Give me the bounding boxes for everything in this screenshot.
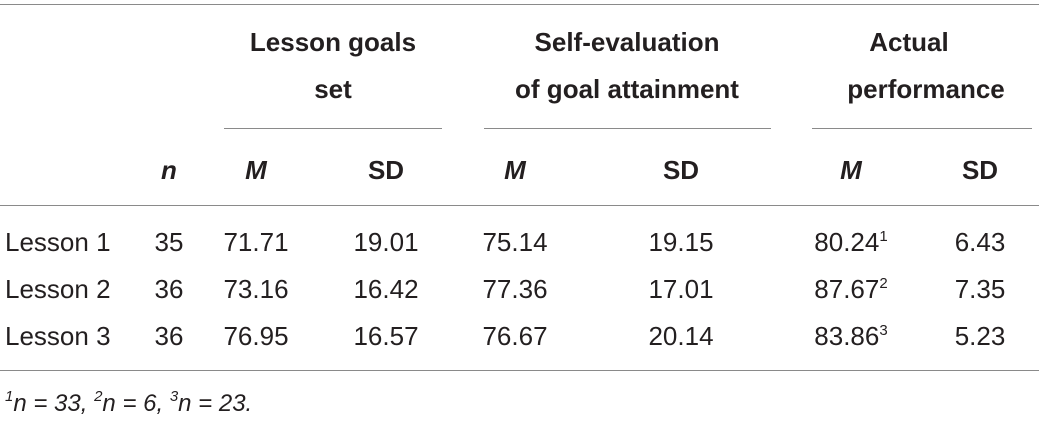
footnote-part-2: n = 6, [102, 390, 170, 417]
footnote-sup-2: 2 [94, 388, 103, 405]
row-label: Lesson 3 [5, 321, 111, 351]
group-rule-self [484, 128, 771, 129]
cell-n: 35 [154, 227, 184, 257]
subheader-self-m: M [504, 155, 526, 185]
cell-actual-sd: 6.43 [954, 227, 1006, 257]
cell-goals-sd: 16.57 [353, 321, 419, 351]
row-label: Lesson 1 [5, 227, 111, 257]
cell-goals-sd: 19.01 [353, 227, 419, 257]
footnote-part-1: n = 33, [13, 390, 95, 417]
cell-self-sd: 17.01 [648, 274, 714, 304]
cell-actual-m: 83.863 [814, 323, 887, 349]
cell-self-m: 77.36 [482, 274, 548, 304]
cell-self-m: 76.67 [482, 321, 548, 351]
cell-goals-m: 76.95 [223, 321, 289, 351]
group-rule-goals [224, 128, 442, 129]
cell-self-sd: 19.15 [648, 227, 714, 257]
subheader-actual-sd: SD [961, 155, 999, 185]
subheader-n: n [161, 155, 177, 185]
cell-self-sd: 20.14 [648, 321, 714, 351]
group-header-goals-line1: Lesson goals [249, 27, 417, 57]
subheader-self-sd: SD [662, 155, 700, 185]
footnote-marker: 2 [879, 275, 888, 292]
group-header-goals-line2: set [314, 74, 352, 104]
cell-goals-sd: 16.42 [353, 274, 419, 304]
footnote-part-3: n = 23. [178, 390, 253, 417]
subheader-actual-m: M [840, 155, 862, 185]
cell-goals-m: 71.71 [223, 227, 289, 257]
cell-actual-m-value: 80.24 [814, 227, 880, 257]
cell-n: 36 [154, 274, 184, 304]
footnote-marker: 1 [879, 228, 888, 245]
cell-actual-sd: 7.35 [954, 274, 1006, 304]
footnote-sup-1: 1 [5, 388, 14, 405]
group-rule-actual [812, 128, 1032, 129]
cell-actual-m: 87.672 [814, 276, 887, 302]
cell-actual-sd: 5.23 [954, 321, 1006, 351]
footnote-sup-3: 3 [169, 388, 179, 405]
group-header-actual-line2: performance [847, 74, 1005, 104]
cell-n: 36 [154, 321, 184, 351]
row-label: Lesson 2 [5, 274, 111, 304]
group-header-actual-line1: Actual [869, 27, 949, 57]
header-body-rule [0, 205, 1039, 206]
cell-actual-m: 80.241 [814, 229, 887, 255]
group-header-self-line1: Self-evaluation [534, 27, 720, 57]
cell-goals-m: 73.16 [223, 274, 289, 304]
footnote-marker: 3 [879, 322, 888, 339]
cell-actual-m-value: 83.86 [814, 321, 880, 351]
cell-actual-m-value: 87.67 [814, 274, 880, 304]
cell-self-m: 75.14 [482, 227, 548, 257]
table-bottom-rule [0, 370, 1039, 371]
table-footnote: 1n = 33, 2n = 6, 3n = 23. [5, 389, 253, 417]
subheader-goals-m: M [245, 155, 267, 185]
group-header-self-line2: of goal attainment [515, 74, 739, 104]
table-top-rule [0, 4, 1039, 5]
subheader-goals-sd: SD [367, 155, 405, 185]
